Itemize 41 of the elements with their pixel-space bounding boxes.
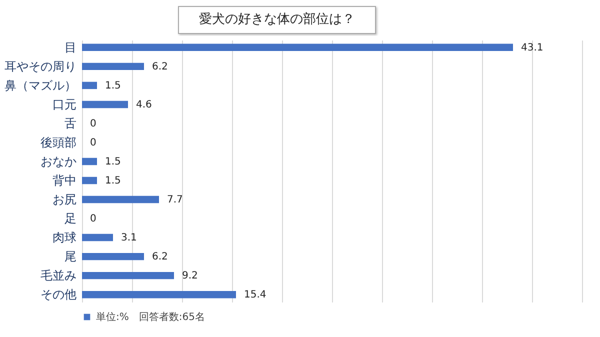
y-tick-label: 舌 <box>64 116 76 130</box>
data-label: 0 <box>90 214 96 225</box>
bar <box>82 62 144 70</box>
data-label: 9.2 <box>182 270 198 282</box>
data-label: 7.7 <box>167 194 183 206</box>
y-tick-label: お尻 <box>52 192 76 207</box>
bar <box>82 44 513 52</box>
data-label: 1.5 <box>105 176 121 187</box>
bar <box>82 234 113 242</box>
bar <box>82 82 97 90</box>
y-tick-label: 肉球 <box>52 230 76 245</box>
data-label: 15.4 <box>244 290 266 301</box>
bar <box>82 272 174 280</box>
y-tick-label: おなか <box>40 154 76 168</box>
data-label: 43.1 <box>521 42 544 54</box>
data-label: 1.5 <box>105 156 121 168</box>
bar <box>82 290 236 298</box>
y-tick-label: その他 <box>40 288 76 302</box>
data-label: 0 <box>90 118 96 130</box>
y-tick-label: 毛並み <box>40 268 76 283</box>
y-tick-label: 耳やその周り <box>4 59 76 74</box>
bar <box>82 100 128 108</box>
bar <box>82 196 159 204</box>
y-tick-label: 口元 <box>52 97 76 112</box>
data-label: 0 <box>90 137 96 148</box>
data-label: 1.5 <box>105 80 121 92</box>
y-tick-label: 背中 <box>52 174 76 188</box>
bar <box>82 158 97 166</box>
bar <box>82 176 97 184</box>
legend-label: 単位:% 回答者数:65名 <box>96 311 205 323</box>
y-tick-label: 足 <box>64 212 76 226</box>
bar <box>82 252 144 260</box>
y-tick-label: 目 <box>64 40 76 54</box>
chart-title: 愛犬の好きな体の部位は？ <box>178 6 376 34</box>
data-label: 3.1 <box>121 232 137 244</box>
y-tick-label: 尾 <box>64 250 76 264</box>
data-label: 6.2 <box>152 252 168 263</box>
y-tick-label: 鼻（マズル） <box>4 78 76 92</box>
data-label: 4.6 <box>136 99 152 110</box>
data-label: 6.2 <box>152 61 168 72</box>
y-tick-label: 後頭部 <box>40 135 76 150</box>
